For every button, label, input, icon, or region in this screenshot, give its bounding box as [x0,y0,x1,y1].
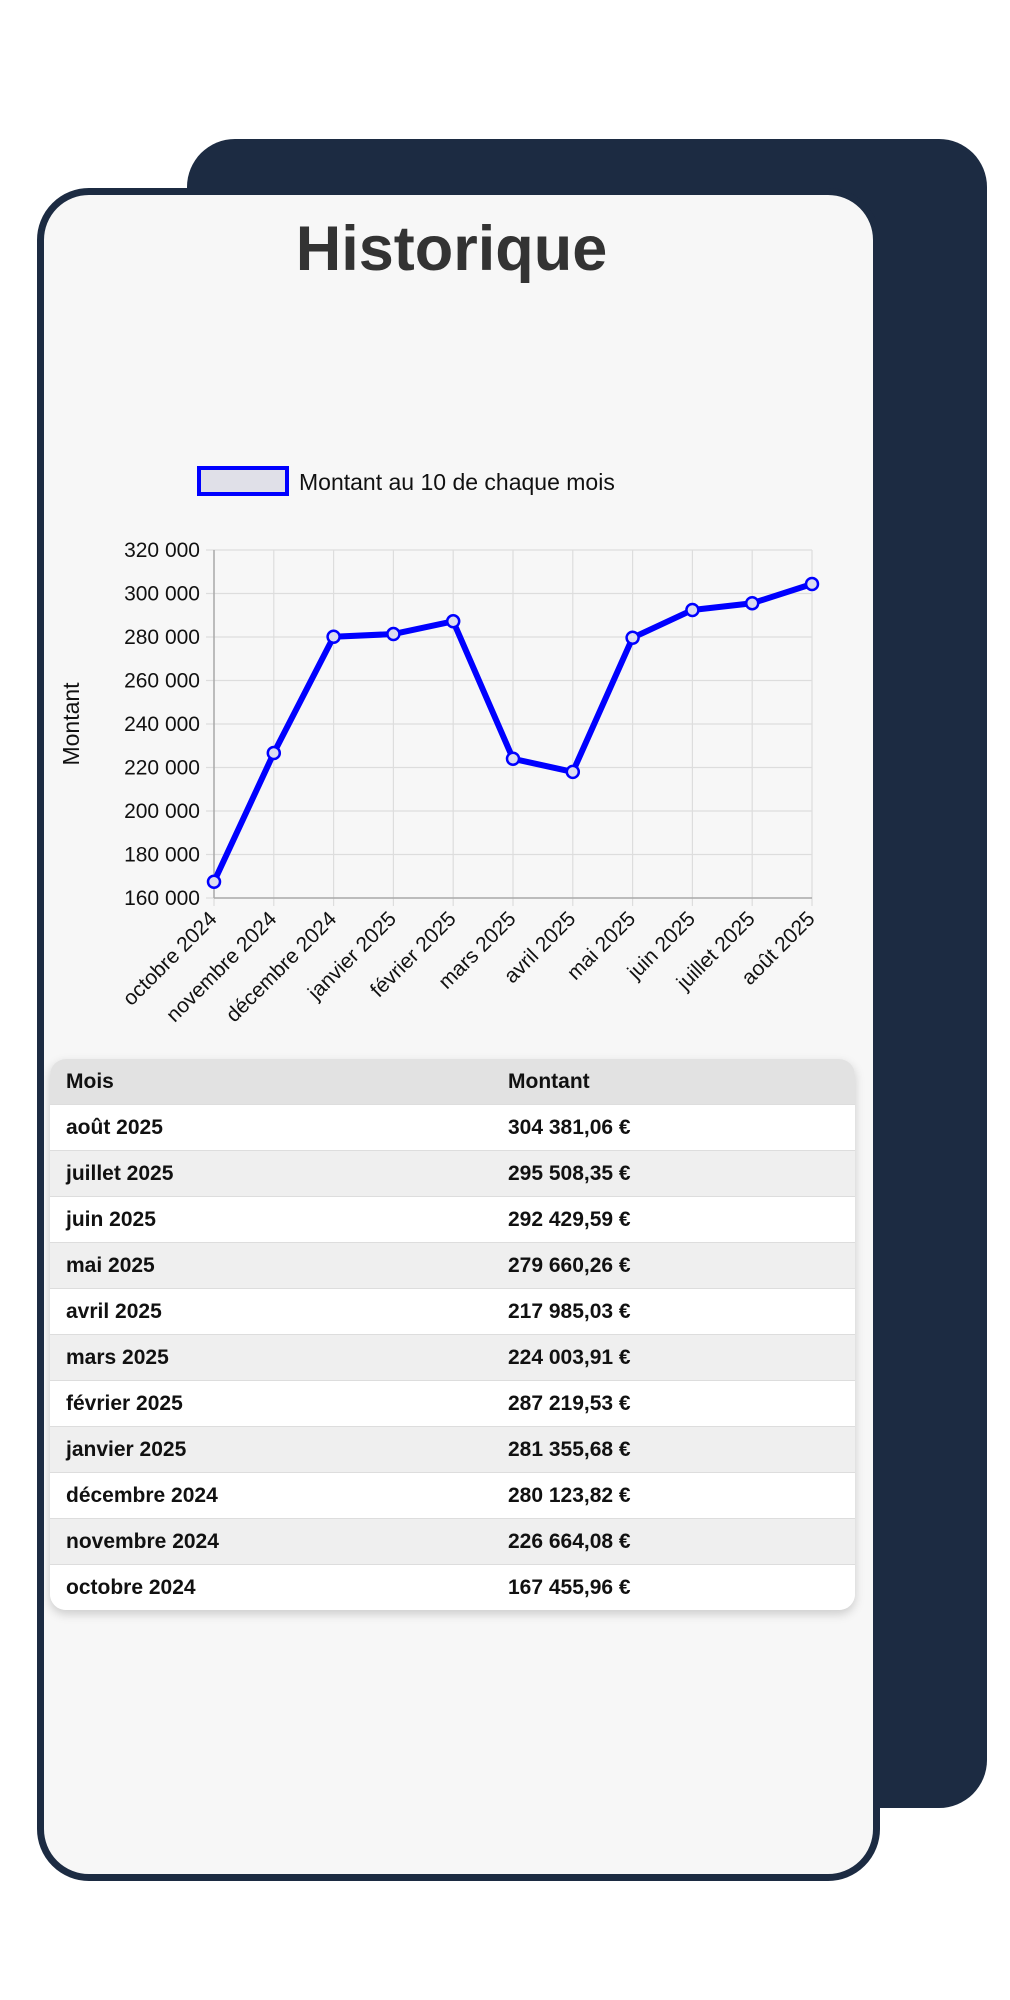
data-point [266,745,282,761]
x-tick-label: novembre 2024 [162,907,282,1027]
y-tick-label: 180 000 [124,844,200,867]
page-title: Historique [295,214,608,284]
data-point [804,576,820,592]
table-row: janvier 2025 281 355,68 € [50,1426,855,1473]
y-tick-label: 240 000 [124,713,200,736]
table-cell-amount: 217 985,03 € [508,1288,855,1335]
data-point [744,596,760,611]
y-tick-label: 280 000 [124,626,200,649]
history-table: Mois Montant août 2025 304 381,06 € juill… [50,1059,855,1610]
table-row: mai 2025 279 660,26 € [50,1242,855,1289]
data-point [326,629,341,644]
table-cell-amount: 281 355,68 € [508,1426,855,1473]
y-tick-label: 220 000 [124,757,200,780]
data-point [445,614,461,629]
table-cell-month: juin 2025 [50,1196,508,1243]
table-row: décembre 2024 280 123,82 € [50,1472,855,1519]
x-tick-label: décembre 2024 [222,907,342,1027]
table-row: février 2025 287 219,53 € [50,1380,855,1427]
table-row: novembre 2024 226 664,08 € [50,1518,855,1565]
table-row: octobre 2024 167 455,96 € [50,1564,855,1610]
table-cell-amount: 295 508,35 € [508,1150,855,1197]
table-cell-amount: 292 429,59 € [508,1196,855,1243]
data-point [386,626,401,642]
table-cell-month: décembre 2024 [50,1472,508,1519]
table-cell-amount: 224 003,91 € [508,1334,855,1381]
legend-swatch [197,466,289,496]
history-table-container: Mois Montant août 2025 304 381,06 € juill… [50,1059,855,1610]
table-row: août 2025 304 381,06 € [50,1104,855,1151]
table-cell-amount: 226 664,08 € [508,1518,855,1565]
table-cell-month: octobre 2024 [50,1564,508,1610]
table-cell-amount: 287 219,53 € [508,1380,855,1427]
y-tick-label: 160 000 [124,887,200,910]
table-cell-month: août 2025 [50,1104,508,1151]
data-point [505,751,521,767]
data-point [565,764,581,780]
y-tick-label: 320 000 [124,539,200,562]
table-cell-month: avril 2025 [50,1288,508,1335]
table-row: juin 2025 292 429,59 € [50,1196,855,1243]
table-cell-month: juillet 2025 [50,1150,508,1197]
data-point [625,630,640,645]
table-cell-month: mai 2025 [50,1242,508,1289]
legend-label: Montant au 10 de chaque mois [299,469,615,495]
column-header-mois: Mois [50,1059,508,1105]
table-cell-amount: 167 455,96 € [508,1564,855,1610]
column-header-montant: Montant [508,1059,855,1105]
data-point [685,602,700,618]
y-tick-label: 200 000 [124,800,200,823]
line-chart: Montant au 10 de chaque mois 160 000 180 0… [58,466,820,1175]
table-header-row: Mois Montant [50,1059,855,1105]
table-cell-amount: 279 660,26 € [508,1242,855,1289]
table-row: avril 2025 217 985,03 € [50,1288,855,1335]
table-row: mars 2025 224 003,91 € [50,1334,855,1381]
y-axis-title: Montant [58,682,84,766]
y-tick-label: 260 000 [124,670,200,693]
table-cell-month: novembre 2024 [50,1518,508,1565]
history-chart: Montant au 10 de chaque mois 160 000 180 0… [44,335,859,1175]
table-cell-month: janvier 2025 [50,1426,508,1473]
data-point [206,874,222,890]
history-card: Historique Montant au 10 de chaque mois 1… [37,188,880,1881]
table-row: juillet 2025 295 508,35 € [50,1150,855,1197]
table-cell-amount: 304 381,06 € [508,1104,855,1151]
y-tick-label: 300 000 [124,583,200,606]
table-cell-amount: 280 123,82 € [508,1472,855,1519]
table-cell-month: mars 2025 [50,1334,508,1381]
table-cell-month: février 2025 [50,1380,508,1427]
